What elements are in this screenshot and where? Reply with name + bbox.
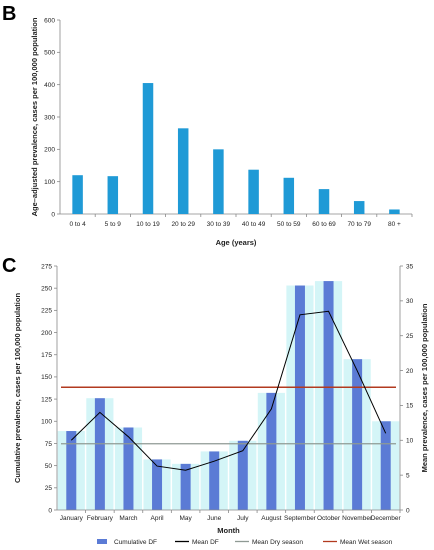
- c-bar: [352, 359, 363, 510]
- b-y-axis-title: Age–adjusted prevalence, cases per 100,0…: [30, 17, 39, 216]
- c-x-tick-label: March: [119, 515, 137, 522]
- c-left-tick-label: 150: [41, 374, 52, 381]
- c-left-tick-label: 0: [48, 507, 52, 514]
- b-x-tick-label: 60 to 69: [312, 221, 336, 228]
- c-x-tick-label: August: [261, 515, 281, 522]
- b-x-tick-label: 70 to 79: [347, 221, 371, 228]
- b-bar: [107, 176, 119, 214]
- legend-label: Mean Wet season: [340, 539, 393, 546]
- legend-label: Mean Dry season: [252, 539, 303, 546]
- c-left-tick-label: 250: [41, 285, 52, 292]
- c-x-tick-label: September: [284, 515, 317, 522]
- c-right-tick-label: 25: [406, 333, 414, 340]
- b-bar: [389, 209, 400, 214]
- c-x-tick-label: April: [151, 515, 165, 522]
- c-x-tick-label: November: [342, 515, 373, 522]
- b-y-tick-label: 300: [44, 114, 55, 121]
- c-bar: [123, 427, 134, 510]
- c-right-tick-label: 0: [406, 507, 410, 514]
- b-y-tick-label: 0: [51, 211, 55, 218]
- c-bar: [180, 463, 191, 510]
- c-right-tick-label: 10: [406, 438, 414, 445]
- c-left-tick-label: 175: [41, 352, 52, 359]
- b-bar: [72, 175, 83, 214]
- b-bar: [283, 177, 295, 214]
- c-right-axis-title: Mean prevalence, cases per 100,000 popul…: [420, 303, 429, 472]
- c-right-tick-label: 15: [406, 403, 414, 410]
- c-bar: [323, 281, 334, 510]
- legend-label: Cumulative DF: [114, 539, 157, 546]
- b-y-tick-label: 200: [44, 147, 55, 154]
- c-left-tick-label: 200: [41, 330, 52, 337]
- b-bar: [177, 128, 189, 214]
- b-bar: [318, 189, 330, 214]
- b-x-tick-label: 0 to 4: [69, 221, 86, 228]
- legend-swatch-cumulative-df: [97, 539, 107, 544]
- c-bar: [152, 459, 163, 510]
- c-bar: [209, 451, 220, 510]
- b-x-tick-label: 50 to 59: [277, 221, 301, 228]
- panel-label-c: C: [2, 255, 16, 277]
- c-left-tick-label: 50: [45, 463, 53, 470]
- c-x-tick-label: February: [87, 515, 114, 522]
- c-x-tick-label: May: [179, 515, 192, 522]
- panel-label-b: B: [2, 3, 16, 25]
- c-x-axis-title: Month: [217, 526, 240, 535]
- legend-label: Mean DF: [192, 539, 219, 546]
- monthly-prevalence-chart: Cumulative prevalence, cases per 100,000…: [13, 263, 429, 535]
- age-prevalence-chart: Age–adjusted prevalence, cases per 100,0…: [30, 17, 413, 247]
- c-left-tick-label: 225: [41, 308, 52, 315]
- c-bar: [294, 285, 305, 510]
- b-y-tick-label: 600: [44, 17, 55, 24]
- c-right-tick-label: 30: [406, 298, 414, 305]
- c-mean-df-line: [70, 310, 387, 471]
- c-left-tick-label: 275: [41, 263, 52, 270]
- b-bar: [248, 169, 259, 214]
- c-x-tick-label: December: [371, 515, 402, 522]
- c-left-tick-label: 25: [45, 485, 53, 492]
- c-x-tick-label: January: [60, 515, 84, 522]
- c-right-tick-label: 5: [406, 472, 410, 479]
- b-x-axis-title: Age (years): [216, 238, 257, 247]
- b-y-tick-label: 100: [44, 179, 55, 186]
- c-bar: [66, 431, 77, 510]
- c-x-tick-label: July: [237, 515, 249, 522]
- c-left-tick-label: 100: [41, 419, 52, 426]
- b-x-tick-label: 40 to 49: [242, 221, 266, 228]
- chart-c-legend: Cumulative DF Mean DF Mean Dry season Mean …: [97, 539, 393, 546]
- b-x-tick-label: 80 +: [388, 221, 401, 228]
- c-bar: [380, 421, 391, 510]
- b-x-tick-label: 30 to 39: [207, 221, 231, 228]
- b-x-tick-label: 20 to 29: [171, 221, 195, 228]
- c-left-tick-label: 125: [41, 396, 52, 403]
- c-bar: [266, 392, 277, 510]
- b-bar: [213, 149, 224, 214]
- c-right-tick-label: 20: [406, 368, 414, 375]
- c-bar: [94, 398, 105, 510]
- c-bar: [237, 440, 248, 510]
- c-x-tick-label: October: [317, 515, 341, 522]
- c-x-tick-label: June: [207, 515, 221, 522]
- b-x-tick-label: 10 to 19: [136, 221, 160, 228]
- c-left-axis-title: Cumulative prevalence, cases per 100,000…: [13, 293, 22, 484]
- b-bar: [142, 83, 154, 214]
- c-left-tick-label: 75: [45, 441, 53, 448]
- c-right-tick-label: 35: [406, 263, 414, 270]
- b-y-tick-label: 500: [44, 50, 55, 57]
- b-x-tick-label: 5 to 9: [105, 221, 122, 228]
- b-y-tick-label: 400: [44, 82, 55, 89]
- b-bar: [353, 201, 365, 214]
